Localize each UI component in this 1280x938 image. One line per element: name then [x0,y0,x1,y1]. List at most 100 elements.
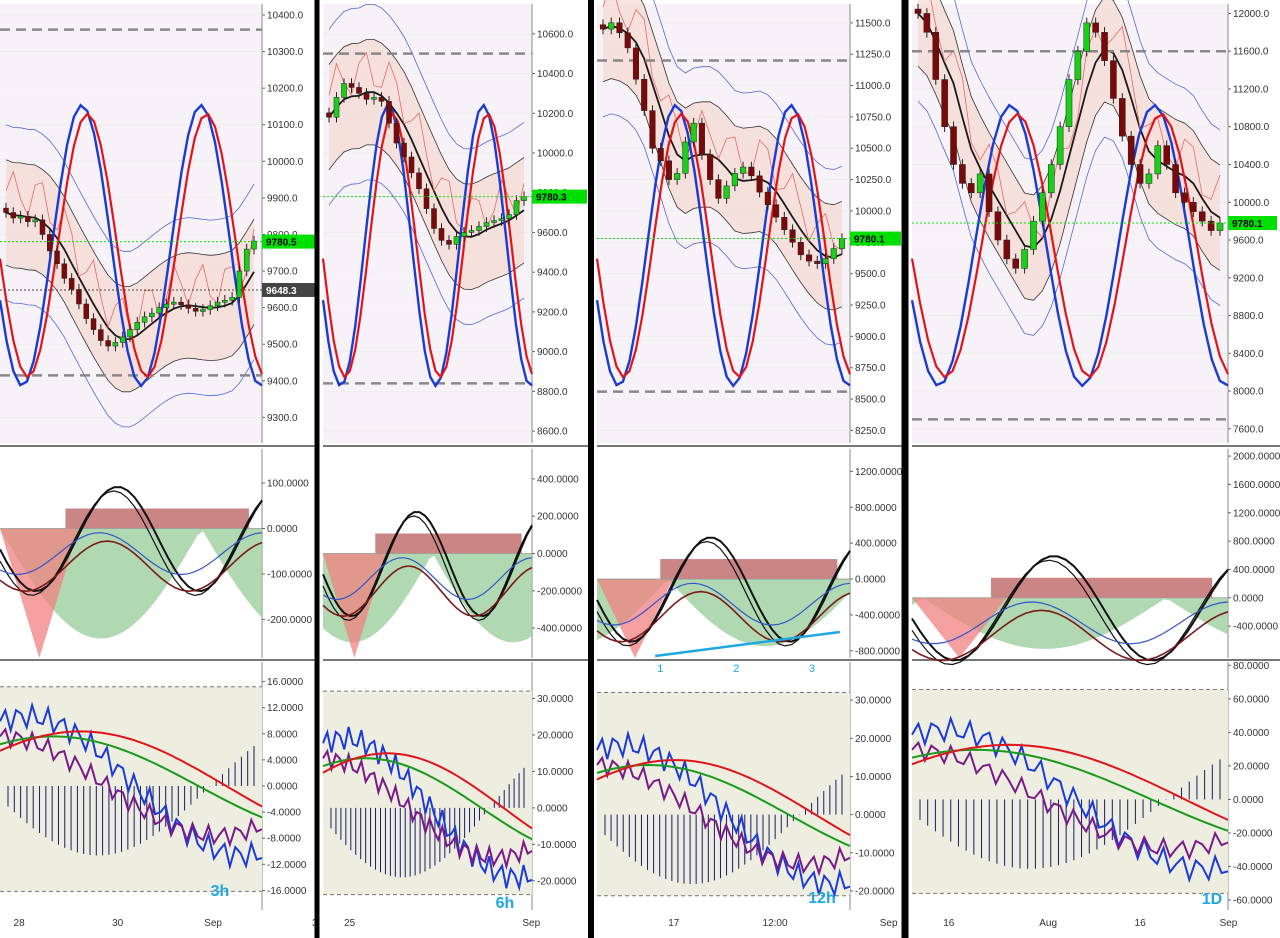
candle [386,101,392,124]
macd-darkred-line [0,540,263,593]
osc-blue-line [322,726,533,892]
candle [764,191,771,205]
osc-tick-label: 80.0000 [1233,661,1270,672]
price-tick-label: 11250.0 [855,50,891,61]
osc-tick-label: 12.0000 [267,703,304,714]
candle [1065,79,1073,127]
candle [756,175,763,193]
price-tick-label: 8750.0 [855,363,886,374]
candle [476,226,482,231]
candle [1181,192,1188,203]
price-tag [532,189,587,204]
osc-red-line [322,752,533,830]
price-tick-label: 9000.0 [855,332,886,343]
macd-tick-label: 1200.0000 [1233,508,1280,519]
candle [171,301,177,305]
candle [348,83,355,88]
osc-tick-label: 8.0000 [267,729,298,740]
candle [674,173,681,180]
candle [789,229,796,243]
candle [491,220,497,223]
candle [222,300,228,303]
wave-label: 3 [809,663,815,675]
moving-average-line [602,25,843,259]
price-tag [262,234,315,249]
candle [1056,126,1064,165]
candle [805,254,813,262]
osc-purple-line [596,755,851,877]
candle [333,97,340,118]
candle [797,242,804,256]
candle [68,278,75,290]
osc-blue-line [596,729,851,898]
osc-tick-label: 60.0000 [1233,694,1270,705]
axis-bg [532,662,590,910]
price-tick-label: 9200.0 [1233,273,1264,284]
axis-bg [1228,449,1280,658]
bollinger-cloud [603,0,842,310]
macd-blue-line [596,582,851,626]
timeframe-label: 1D [1202,891,1222,908]
candle [363,93,370,100]
candle [1039,192,1046,222]
stoch-red-line [595,112,852,379]
candle [748,166,755,177]
price-tick-label: 11200.0 [1233,84,1269,95]
candle [61,263,68,279]
price-tick-label: 8250.0 [855,426,886,437]
axis-bg [262,662,318,910]
osc-range-band [597,692,850,896]
time-axis-label: Sep [204,918,222,929]
osc-purple-line [322,748,533,871]
candle [378,97,385,102]
candle [1101,32,1108,61]
candle [461,232,467,237]
candle [416,172,422,189]
price-tick-label: 9600.0 [267,303,298,314]
candle [968,183,975,194]
candle [1154,145,1162,175]
macd-histogram-red [323,553,386,658]
macd-tick-label: -200.0000 [537,586,582,597]
osc-tick-label: 0.0000 [855,810,886,821]
price-tick-label: 11600.0 [1233,47,1269,58]
chart-panel-12h: 11500.0 11250.0 11000.0 10750.0 10500.0 10250… [595,0,904,929]
axis-bg [850,449,904,658]
macd-blue-line [322,557,533,601]
osc-red-line [0,730,263,808]
osc-range-band [323,691,532,895]
bollinger-cloud [6,159,254,392]
macd-tick-label: 400.0000 [855,539,897,550]
candle [1136,164,1144,184]
price-tag [850,231,901,246]
axis-bg [532,449,590,658]
candle [1047,164,1055,194]
candle [1145,173,1153,184]
macd-tick-label: 0.0000 [267,524,298,535]
timeframe-label: 12h [808,890,836,907]
candle [624,32,631,49]
candle [599,24,607,30]
candle [423,188,430,209]
macd-tick-label: 400.0000 [1233,565,1275,576]
candle [740,166,747,174]
price-tag-label: 9780.1 [1232,219,1263,230]
macd-tick-label: 800.0000 [1233,537,1275,548]
time-axis-label: Sep [880,918,898,929]
candle [657,147,664,162]
time-axis-label: Aug [1039,918,1057,929]
candle [1207,220,1215,231]
macd-darkred-line [322,565,533,618]
candle [521,196,527,201]
price-tick-label: 10400.0 [267,10,304,21]
candle [341,83,347,98]
band-upper-line [640,0,843,206]
wave-label: 1 [657,663,663,675]
candle [105,340,111,347]
stoch-blue-line [321,102,533,389]
ma-thin-line [328,51,525,232]
price-tick-label: 10000.0 [855,206,892,217]
candle [200,309,206,312]
candle [1092,22,1099,33]
